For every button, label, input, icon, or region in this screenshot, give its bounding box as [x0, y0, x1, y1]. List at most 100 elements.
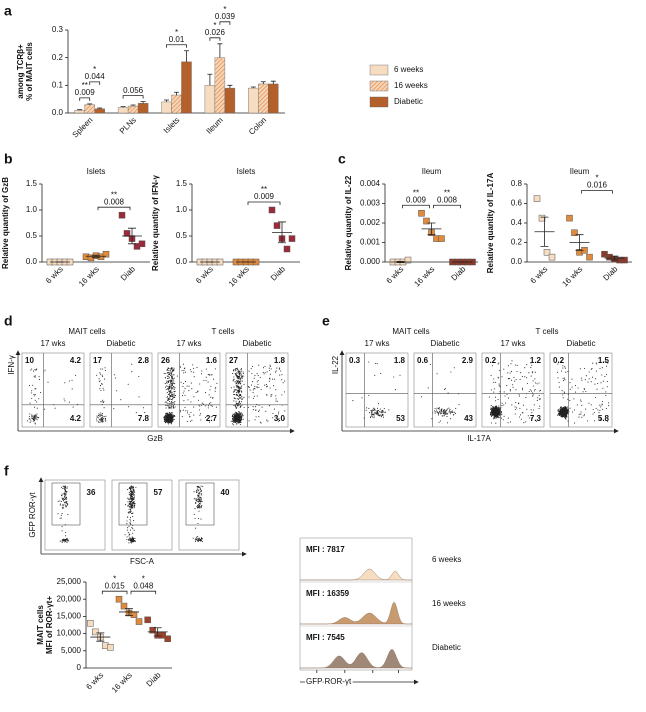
event-dot: [29, 421, 31, 424]
event-dot: [600, 382, 602, 384]
data-point: [130, 611, 138, 618]
event-dot: [44, 408, 46, 410]
event-dot: [450, 371, 452, 373]
event-dot: [377, 412, 379, 414]
event-dot: [182, 363, 184, 365]
event-dot: [96, 415, 98, 417]
event-dot: [130, 502, 132, 504]
event-dot: [277, 413, 280, 415]
event-dot: [194, 498, 196, 500]
event-dot: [255, 409, 257, 411]
event-dot: [269, 387, 271, 389]
event-dot: [238, 395, 240, 397]
event-dot: [62, 485, 64, 487]
event-dot: [237, 370, 239, 372]
event-dot: [516, 407, 518, 409]
event-dot: [210, 385, 212, 387]
event-dot: [59, 540, 61, 542]
event-dot: [240, 412, 243, 414]
event-dot: [248, 370, 250, 372]
event-dot: [530, 362, 532, 364]
event-dot: [563, 377, 566, 379]
event-dot: [587, 420, 589, 422]
event-dot: [240, 390, 243, 392]
event-dot: [371, 415, 373, 417]
event-dot: [492, 418, 495, 420]
significance-stars: *: [93, 65, 96, 74]
y-axis-label: % of MAIT cells: [25, 42, 34, 101]
event-dot: [237, 379, 239, 381]
event-dot: [501, 376, 503, 378]
event-dot: [100, 418, 102, 420]
event-dot: [262, 367, 265, 369]
event-dot: [98, 421, 100, 423]
error-bar: [184, 50, 189, 62]
event-dot: [101, 401, 103, 403]
event-dot: [256, 386, 258, 388]
event-dot: [174, 390, 176, 392]
event-dot: [29, 418, 31, 420]
event-dot: [132, 528, 134, 530]
event-dot: [536, 383, 538, 385]
event-dot: [102, 418, 104, 420]
event-dot: [538, 394, 540, 396]
event-dot: [237, 390, 239, 392]
event-dot: [129, 488, 132, 490]
event-dot: [444, 388, 446, 390]
event-dot: [500, 411, 502, 413]
event-dot: [169, 414, 171, 416]
event-dot: [237, 389, 239, 391]
event-dot: [33, 375, 35, 377]
event-dot: [205, 368, 207, 370]
bar: [171, 94, 182, 114]
event-dot: [172, 394, 174, 396]
event-dot: [558, 381, 560, 384]
event-dot: [526, 408, 528, 410]
event-dot: [167, 388, 169, 390]
event-dot: [519, 378, 521, 380]
event-dot: [239, 372, 241, 374]
event-dot: [240, 374, 242, 376]
plot-frame: [21, 352, 85, 428]
event-dot: [438, 412, 440, 414]
event-dot: [63, 538, 65, 540]
event-dot: [449, 411, 451, 413]
event-dot: [510, 371, 513, 373]
data-point: [92, 628, 99, 636]
y-tick-label: 5,000: [61, 646, 82, 655]
event-dot: [210, 396, 212, 398]
event-dot: [558, 410, 560, 412]
event-dot: [441, 412, 443, 414]
event-dot: [507, 372, 509, 374]
event-dot: [437, 408, 440, 410]
event-dot: [68, 540, 70, 542]
event-dot: [67, 513, 69, 516]
event-dot: [234, 411, 237, 413]
event-dot: [172, 378, 174, 380]
error-bar: [396, 261, 405, 263]
event-dot: [492, 407, 494, 409]
event-dot: [252, 409, 254, 411]
significance-stars: *: [213, 21, 216, 30]
event-dot: [99, 380, 101, 382]
event-dot: [239, 383, 241, 385]
event-dot: [61, 540, 63, 542]
y-tick-label: 0.6: [511, 199, 523, 208]
event-dot: [168, 413, 171, 415]
event-dot: [597, 382, 599, 384]
event-dot: [192, 364, 194, 366]
event-dot: [134, 491, 136, 494]
event-dot: [164, 383, 166, 385]
event-dot: [166, 397, 168, 399]
event-dot: [208, 394, 210, 396]
event-dot: [384, 411, 386, 413]
event-dot: [520, 372, 522, 374]
bar: [248, 87, 259, 114]
event-dot: [131, 502, 133, 505]
event-dot: [242, 372, 244, 374]
event-dot: [380, 372, 382, 374]
data-point: [273, 222, 281, 229]
event-dot: [173, 393, 175, 395]
event-dot: [183, 390, 185, 392]
event-dot: [174, 415, 176, 418]
